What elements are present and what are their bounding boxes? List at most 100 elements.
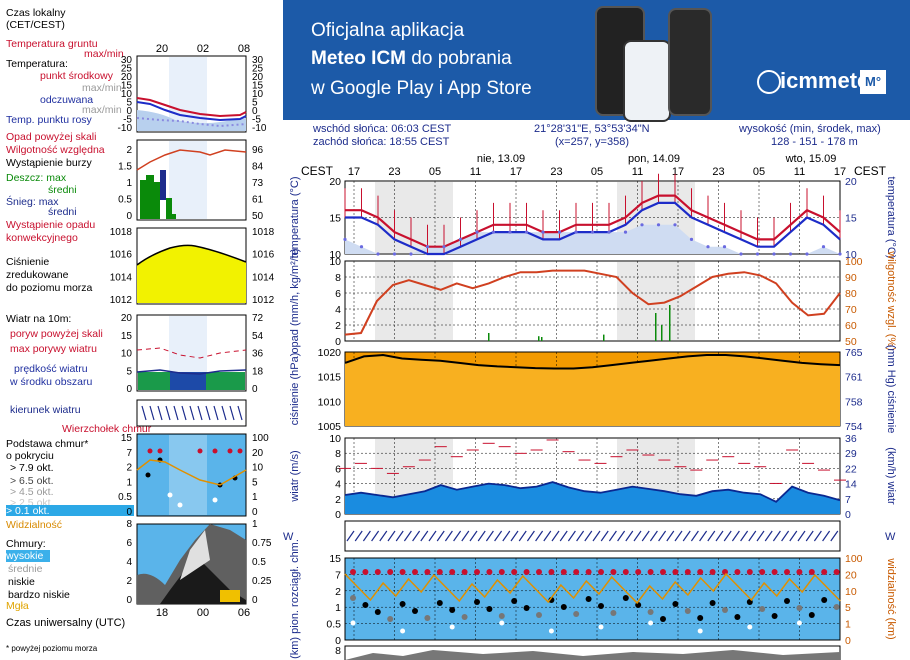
- elevation-values: 128 - 151 - 178 m: [771, 136, 858, 148]
- cloud-base-point: [536, 612, 542, 618]
- cloudbase-panel-tick-right: 5: [845, 602, 851, 614]
- sample-temp-tick: 0: [126, 106, 132, 117]
- cloudcover-area: [345, 650, 840, 660]
- wind-arrow: [633, 530, 642, 542]
- wind-arrow: [494, 530, 503, 542]
- cloud-top-point: [622, 569, 629, 575]
- legend-okt1: > 7.9 okt.: [10, 462, 54, 474]
- wind-arrow: [420, 530, 429, 542]
- sample-cloudbase-panel: [136, 433, 247, 517]
- dewpoint-point: [541, 230, 545, 234]
- wind-panel-tick-left: 6: [335, 463, 341, 475]
- cloud-top-point: [424, 569, 431, 575]
- precip-panel-tick-left: 8: [335, 272, 341, 284]
- temperature-panel: 10 15 20 10 15 20 temperatura (°C) temperatura …: [289, 173, 897, 261]
- sample-clouds-tick-right: 0: [252, 595, 258, 606]
- cloud-base-low-point: [400, 628, 406, 634]
- legend-midpoint: punkt środkowy: [40, 70, 113, 82]
- precip-bar: [603, 334, 605, 341]
- precip-panel-tick-left: 0: [335, 336, 341, 348]
- banner-line3: w Google Play i App Store: [311, 78, 532, 99]
- legend-hour-bottom-2: 00: [197, 607, 209, 619]
- cloud-base-point: [387, 616, 394, 622]
- cloud-base-point: [436, 600, 443, 606]
- wind-direction-panel: WW: [283, 520, 896, 552]
- sample-wind-tick: 5: [126, 366, 132, 377]
- cloudbase-panel-tick-right: 100: [845, 553, 863, 565]
- sample-temp-tick: 25: [121, 64, 133, 75]
- cloud-base-point: [784, 598, 790, 604]
- day-label: wto, 15.09: [785, 153, 837, 165]
- wind-arrow: [477, 530, 486, 542]
- sample-clouds-tick: 2: [126, 576, 132, 587]
- legend-visibility: Widzialność: [6, 519, 63, 531]
- sample-temp-tick: 5: [126, 98, 132, 109]
- sample-temp-tick: -5: [123, 115, 132, 126]
- pressure-panel-tick-right: 765: [845, 347, 863, 359]
- cloud-base-point: [610, 610, 617, 616]
- dewpoint-point: [359, 245, 364, 249]
- wind-arrow: [559, 530, 568, 542]
- wind-arrow: [436, 530, 445, 542]
- temperature-panel-tick-right: 15: [845, 213, 857, 225]
- cloud-base-point: [734, 614, 741, 620]
- cloud-base-low-point: [548, 628, 554, 634]
- legend-okt2: > 6.5 okt.: [10, 475, 54, 487]
- hour-label: 05: [429, 166, 441, 178]
- sample-clouds-tick: 4: [126, 557, 132, 568]
- logo-icon: [757, 70, 781, 94]
- cloud-base-point: [684, 608, 691, 614]
- dewpoint-point: [524, 230, 529, 234]
- cloud-top-point: [486, 569, 493, 575]
- legend-okt3: > 4.5 okt.: [10, 486, 54, 498]
- cloud-top-point: [808, 569, 815, 575]
- pressure-panel-tick-left: 1020: [318, 347, 342, 359]
- precip-panel-night-band: [375, 262, 453, 340]
- legend-fog: Mgła: [6, 600, 29, 612]
- cloud-top-point: [734, 569, 741, 575]
- cloud-top-point: [523, 569, 530, 575]
- precip-panel-tick-right: 70: [845, 304, 857, 316]
- sample-temp-tick: 15: [121, 81, 133, 92]
- sample-cloudbase-tick: 2: [126, 463, 132, 474]
- legend-time-local: Czas lokalny: [6, 7, 66, 19]
- wind-panel-tick-left: 4: [335, 479, 341, 491]
- wind-panel-ylabel-right: (km/h) wiatr: [885, 447, 897, 505]
- wind-arrow: [592, 530, 601, 542]
- cloudbase-panel-ylabel: (km) pion. rozciągł. chm.: [289, 539, 301, 659]
- wind-arrow: [543, 530, 552, 542]
- sample-temp-tick-right: 25: [252, 64, 264, 75]
- legend-hour-bottom-3: 06: [238, 607, 250, 619]
- banner-line2-rest: do pobrania: [406, 48, 512, 69]
- cloud-top-point: [610, 569, 617, 575]
- wind-panel-tick-left: 10: [329, 433, 341, 445]
- wind-arrow: [371, 530, 380, 542]
- dewpoint-point: [656, 223, 661, 227]
- cloud-base-point: [412, 608, 418, 614]
- wind-arrow: [797, 530, 806, 542]
- sample-clouds-tick: 6: [126, 538, 132, 549]
- sample-precip-tick-right: 96: [252, 145, 264, 156]
- wind-arrow: [469, 530, 478, 542]
- precip-bar: [655, 313, 657, 341]
- pressure-panel-tick-right: 761: [845, 372, 863, 384]
- promo-banner[interactable]: Oficjalna aplikacja Meteo ICM do pobrani…: [283, 0, 910, 122]
- cloud-base-point: [598, 603, 604, 609]
- sample-temp-tick: -10: [118, 123, 133, 134]
- cloud-base-point: [759, 606, 766, 612]
- temperature-panel-ylabel-right: temperatura (°C): [885, 176, 897, 258]
- hour-label: 11: [794, 166, 805, 178]
- legend-cloud-base: Podstawa chmur*: [6, 438, 89, 450]
- timezone-right: CEST: [854, 164, 887, 178]
- cloud-base-point: [474, 599, 480, 605]
- dewpoint-point: [491, 230, 496, 234]
- cloud-base-low-point: [747, 624, 753, 630]
- wind-arrow: [412, 530, 421, 542]
- sample-precip-tick-right: 50: [252, 211, 264, 222]
- precip-panel-ylabel: opad (mm/h, kg/m²/h): [289, 248, 301, 353]
- legend-pressure3: do poziomu morza: [6, 282, 93, 294]
- wind-arrow: [346, 530, 355, 542]
- wind-arrow: [535, 530, 544, 542]
- dewpoint-point: [788, 252, 793, 256]
